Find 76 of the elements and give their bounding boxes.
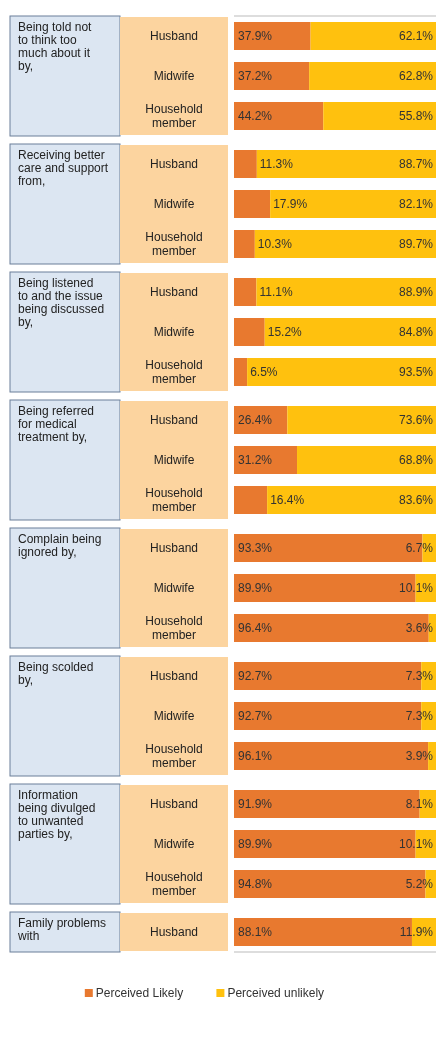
y-tick-label: Midwife (153, 69, 195, 83)
y-tick-label: Household member (145, 870, 203, 898)
text: Being told not to think too much about it by, (18, 20, 93, 73)
data-label: 89.9% (238, 581, 273, 595)
data-label: 26.4% (238, 413, 273, 427)
data-label: 7.3% (405, 709, 434, 723)
data-label: 83.6% (398, 493, 434, 507)
data-label: 62.1% (398, 29, 434, 43)
y-tick-label: Midwife (153, 453, 195, 467)
data-label: 94.8% (238, 877, 273, 891)
data-label: 88.7% (398, 157, 434, 171)
data-label: 84.8% (398, 325, 434, 339)
data-label: 5.2% (405, 877, 434, 891)
data-label: 6.7% (405, 541, 434, 555)
text: Being referred for medical treatment by, (18, 404, 95, 444)
data-label: 15.2% (267, 325, 303, 339)
data-label: 44.2% (238, 109, 273, 123)
legend-label: Perceived unlikely (227, 986, 325, 1000)
data-label: 92.7% (238, 669, 273, 683)
data-label: 88.1% (238, 925, 273, 939)
data-label: 62.8% (398, 69, 434, 83)
data-label: 11.9% (399, 925, 434, 939)
y-tick-label: Husband (149, 669, 199, 683)
text: Being scolded by, (18, 660, 94, 687)
data-label: 89.7% (398, 237, 434, 251)
y-tick-label: Midwife (153, 197, 195, 211)
y-tick-label: Household member (145, 230, 203, 258)
data-label: 11.1% (259, 285, 293, 299)
data-label: 6.5% (250, 365, 278, 379)
data-label: 88.9% (398, 285, 434, 299)
data-label: 10.1% (398, 581, 434, 595)
y-tick-label: Household member (145, 102, 203, 130)
text: Being listened to and the issue being discussed by, (18, 276, 105, 329)
y-tick-label: Husband (149, 541, 199, 555)
data-label: 96.1% (238, 749, 273, 763)
y-tick-label: Midwife (153, 325, 195, 339)
data-label: 37.2% (238, 69, 273, 83)
text: Complain being ignored by, (18, 532, 102, 559)
data-label: 16.4% (270, 493, 305, 507)
data-label: 73.6% (398, 413, 434, 427)
data-label: 10.1% (398, 837, 434, 851)
y-tick-label: Husband (149, 157, 199, 171)
y-tick-label: Household member (145, 742, 203, 770)
data-label: 82.1% (398, 197, 434, 211)
data-label: 89.9% (238, 837, 273, 851)
data-label: 93.3% (238, 541, 273, 555)
data-label: 96.4% (238, 621, 273, 635)
y-tick-label: Husband (149, 29, 199, 43)
y-tick-label: Husband (149, 285, 199, 299)
data-label: 11.3% (259, 157, 294, 171)
data-label: 31.2% (238, 453, 273, 467)
y-tick-label: Husband (149, 413, 199, 427)
y-tick-label: Household member (145, 486, 203, 514)
y-tick-label: Husband (149, 797, 199, 811)
legend-label: Perceived Likely (95, 986, 184, 1000)
y-tick-label: Household member (145, 358, 203, 386)
y-tick-label: Midwife (153, 837, 195, 851)
y-tick-label: Midwife (153, 709, 195, 723)
text: Family problems with (17, 916, 107, 943)
y-tick-label: Husband (149, 925, 199, 939)
data-label: 8.1% (405, 797, 434, 811)
data-label: 91.9% (238, 797, 273, 811)
data-label: 92.7% (238, 709, 273, 723)
data-label: 3.6% (405, 621, 434, 635)
data-label: 68.8% (398, 453, 434, 467)
data-label: 17.9% (273, 197, 308, 211)
y-tick-label: Midwife (153, 581, 195, 595)
data-label: 3.9% (405, 749, 434, 763)
data-label: 7.3% (405, 669, 434, 683)
data-label: 93.5% (398, 365, 434, 379)
data-label: 55.8% (398, 109, 434, 123)
text: Information being divulged to unwanted parties by, (18, 788, 96, 841)
data-label: 37.9% (238, 29, 273, 43)
text: Receiving better care and support from, (18, 148, 109, 188)
y-tick-label: Household member (145, 614, 203, 642)
data-label: 10.3% (257, 237, 293, 251)
